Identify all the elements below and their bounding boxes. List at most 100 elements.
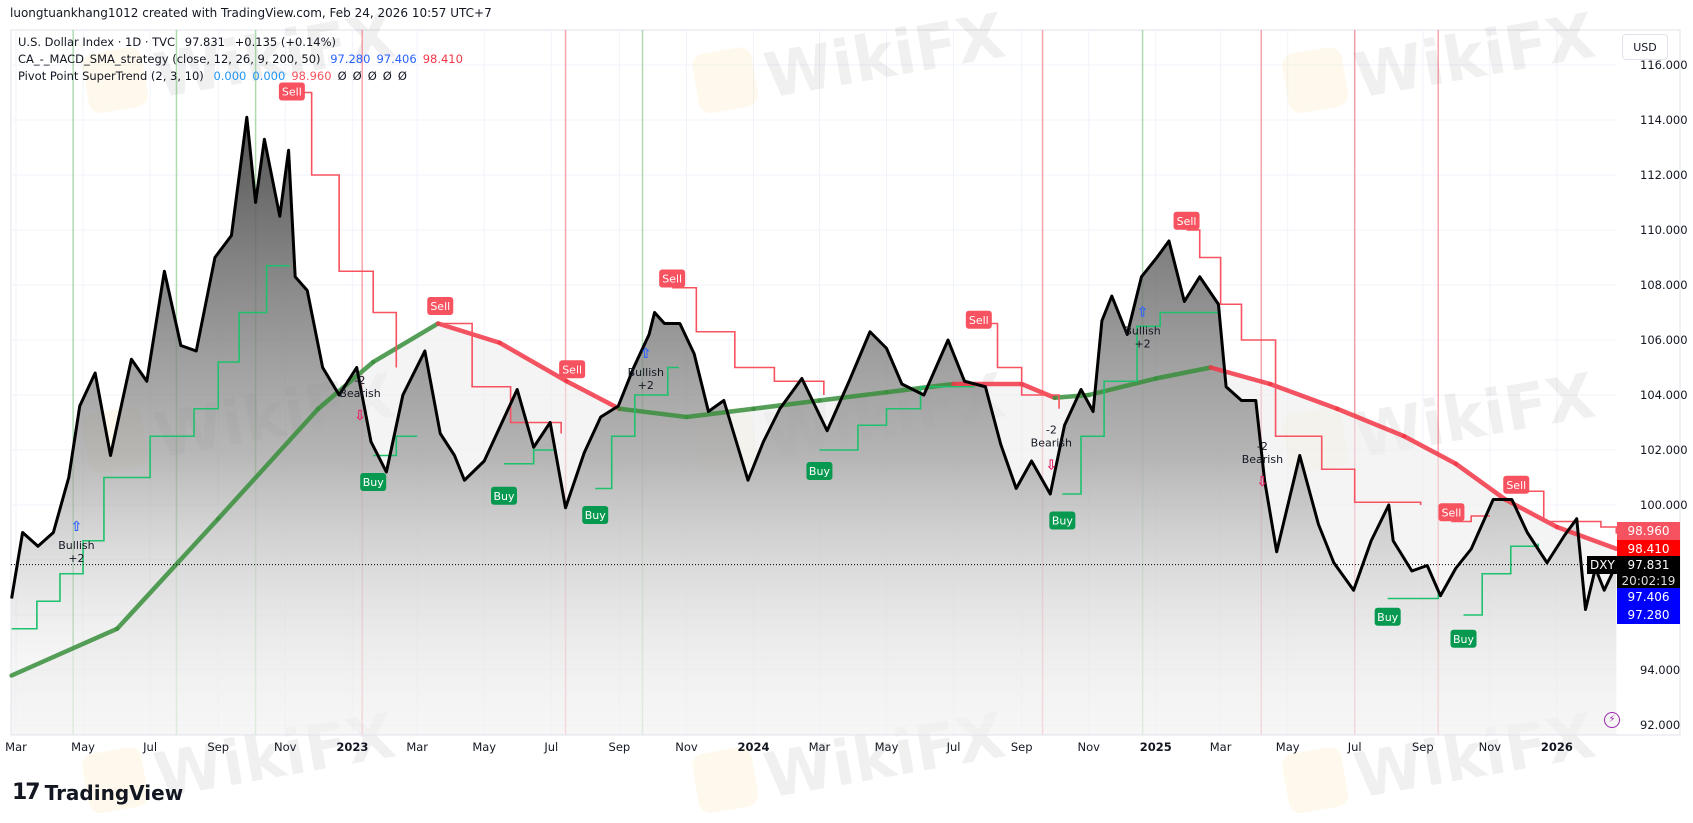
symbol-price: 97.831 [184, 35, 225, 49]
sma200-segment [684, 406, 756, 420]
buy-label-bg [491, 486, 518, 505]
buy-label: Buy [585, 509, 607, 522]
ma-b-price-tag: 97.280 [1617, 606, 1680, 624]
x-tick-label: Sep [1412, 740, 1434, 754]
x-tick-label: Jul [142, 740, 157, 754]
legend-strategy-row[interactable]: CA_-_MACD_SMA_strategy (close, 12, 26, 9… [18, 51, 463, 68]
y-tick-label: 100.000 [1640, 498, 1688, 512]
sma200-segment [370, 321, 441, 365]
divergence-label: Bullish [1124, 325, 1160, 338]
supertrend-resistance-line [291, 91, 398, 368]
buy-label: Buy [493, 490, 515, 503]
legend-symbol-row[interactable]: U.S. Dollar Index · 1D · TVC 97.831 +0.1… [18, 34, 463, 51]
buy-label-bg [1374, 607, 1401, 626]
sell-signal: Sell [1173, 211, 1200, 230]
sma200-segment [435, 321, 502, 345]
sell-label-bg [1173, 211, 1200, 230]
buy-signal: Buy [1374, 607, 1401, 626]
tradingview-logo-text: TradingView [44, 780, 184, 805]
buy-label: Buy [363, 476, 385, 489]
sma200-segment [1453, 461, 1508, 502]
divergence-label: Bearish [339, 387, 380, 400]
sell-label: Sell [562, 363, 582, 376]
tradingview-logo[interactable]: 17 TradingView [12, 780, 183, 805]
bar-countdown: 20:02:19 [1621, 574, 1676, 588]
bearish-divergence: ⇩ Bearish-2 [1242, 440, 1283, 490]
legend-value: Ø [352, 69, 362, 83]
arrow-up-icon: ⇧ [640, 346, 652, 362]
symbol-title: U.S. Dollar Index · 1D · TVC [18, 35, 176, 49]
buy-label: Buy [1052, 515, 1074, 528]
legend-value: 0.000 [252, 69, 286, 83]
y-tick-label: 108.000 [1640, 278, 1688, 292]
sell-label: Sell [662, 273, 682, 286]
sma200-segment [564, 379, 622, 411]
divergence-score: +2 [1134, 338, 1150, 351]
x-tick-label: Mar [406, 740, 428, 754]
divergence-score: -2 [1257, 440, 1268, 453]
buy-label-bg [1450, 629, 1477, 648]
sell-label: Sell [1441, 506, 1461, 519]
supertrend-support-line [1463, 543, 1540, 616]
buy-signal: Buy [806, 462, 833, 480]
arrow-down-icon: ⇩ [1257, 474, 1269, 490]
last-price-tag: 97.831 20:02:19 [1617, 556, 1680, 590]
sell-label-bg [427, 297, 454, 315]
x-tick-label: Jul [946, 740, 961, 754]
sell-label: Sell [1177, 215, 1197, 228]
y-tick-label: 92.000 [1640, 718, 1680, 732]
ma-a-price-tag: 97.406 [1617, 588, 1680, 606]
supertrend-support-line [504, 449, 556, 465]
x-tick-label: May [1276, 740, 1300, 754]
legend-value: 98.410 [422, 52, 463, 66]
watermark-text: WikiFX [1349, 0, 1600, 113]
x-tick-label: Jul [543, 740, 558, 754]
sell-signal: Sell [659, 269, 686, 288]
watermark-logo [1282, 47, 1349, 114]
x-tick-label: 2024 [737, 740, 769, 754]
chart-legend: U.S. Dollar Index · 1D · TVC 97.831 +0.1… [18, 34, 463, 85]
sell-signal: Sell [278, 82, 305, 101]
supertrend-support-line [11, 264, 290, 630]
divergence-label: Bearish [1031, 437, 1072, 450]
sma200-segment [1267, 381, 1340, 411]
buy-label: Buy [1453, 633, 1475, 646]
bearish-divergence: ⇩ Bearish-2 [339, 374, 380, 424]
buy-label-bg [806, 462, 833, 480]
legend-supertrend-row[interactable]: Pivot Point SuperTrend (2, 3, 10) 0.000 0… [18, 68, 463, 85]
x-tick-label: 2026 [1541, 740, 1573, 754]
arrow-down-icon: ⇩ [1045, 458, 1057, 474]
sell-signal: Sell [559, 360, 586, 379]
supertrend-support-line [1387, 593, 1440, 600]
supertrend-support-line [1062, 311, 1220, 495]
lightning-icon[interactable]: ⚡ [1604, 712, 1620, 728]
last-price: 97.831 [1627, 558, 1670, 572]
x-tick-label: 2025 [1140, 740, 1172, 754]
sell-label-bg [659, 269, 686, 288]
supertrend-price-tag: 98.960 [1617, 522, 1680, 540]
close-price-line [10, 115, 1618, 611]
strategy-title: CA_-_MACD_SMA_strategy (close, 12, 26, 9… [18, 52, 321, 66]
sma200-segment [497, 340, 569, 384]
sell-signal: Sell [965, 310, 992, 329]
sell-label-bg [278, 82, 305, 101]
supertrend-support-line [819, 385, 975, 451]
buy-signal: Buy [582, 506, 609, 524]
watermark-logo [82, 747, 149, 814]
sell-label-bg [559, 360, 586, 379]
currency-button[interactable]: USD [1622, 34, 1668, 60]
x-tick-label: Sep [1011, 740, 1033, 754]
buy-label: Buy [1377, 611, 1399, 624]
x-tick-label: 2023 [336, 740, 368, 754]
divergence-label: Bearish [1242, 453, 1283, 466]
supertrend-resistance-line [1516, 490, 1618, 534]
sell-label-bg [965, 310, 992, 329]
sma200-segment [1153, 365, 1213, 381]
sell-label-bg [1503, 475, 1530, 494]
sma200-segment [9, 626, 120, 678]
x-tick-label: May [71, 740, 95, 754]
supertrend-resistance-line [1186, 229, 1422, 505]
divergence-label: Bullish [628, 366, 664, 379]
divergence-score: -2 [1046, 424, 1057, 437]
